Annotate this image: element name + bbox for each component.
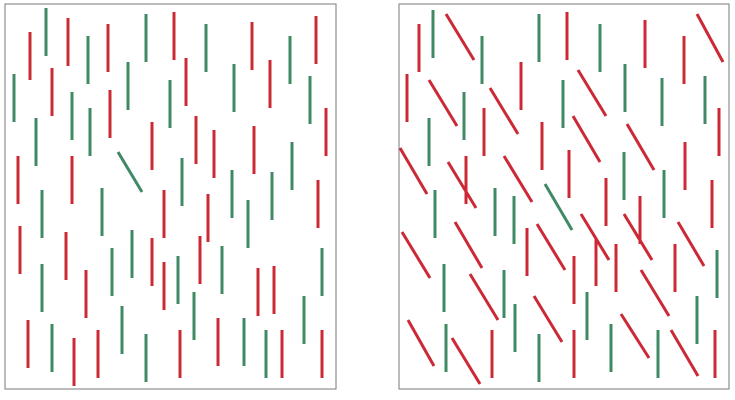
red-diagonal-bar (532, 295, 564, 343)
red-diagonal-bar (619, 313, 651, 359)
red-diagonal-bar (453, 221, 484, 269)
red-diagonal-bar (427, 79, 459, 127)
red-diagonal-bar (579, 213, 611, 261)
red-diagonal-bar (450, 337, 482, 385)
red-diagonal-bar (622, 213, 654, 261)
red-diagonal-bar (400, 231, 432, 279)
red-diagonal-bar (406, 319, 436, 367)
green-diagonal-bar (543, 183, 574, 231)
green-diagonal-bar (116, 151, 144, 193)
red-diagonal-bar (676, 221, 706, 267)
red-diagonal-bar (576, 69, 608, 117)
red-diagonal-bar (639, 269, 671, 317)
red-diagonal-bar (488, 87, 520, 135)
red-diagonal-bar (625, 123, 656, 171)
red-diagonal-bar (444, 13, 476, 61)
red-diagonal-bar (468, 273, 500, 321)
red-diagonal-bar (669, 329, 700, 377)
red-diagonal-bar (535, 223, 567, 271)
left-panel (12, 8, 328, 386)
right-panel (398, 10, 725, 385)
left-panel-frame (4, 3, 337, 390)
right-panel-frame (398, 3, 730, 390)
red-diagonal-bar (502, 155, 534, 203)
red-diagonal-bar (695, 13, 725, 63)
red-diagonal-bar (571, 115, 602, 163)
red-diagonal-bar (398, 147, 429, 195)
red-diagonal-bar (446, 161, 478, 209)
